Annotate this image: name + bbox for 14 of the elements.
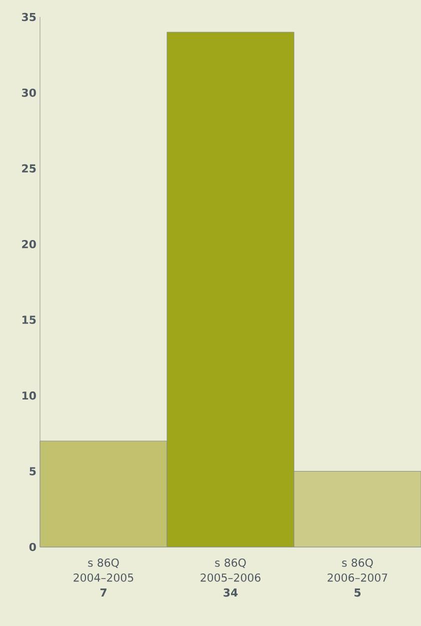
y-tick-label: 5 <box>30 467 36 476</box>
y-tick-label: 35 <box>22 12 36 22</box>
data-label: 7 <box>100 588 106 597</box>
y-tick-label: 15 <box>22 316 36 324</box>
x-tick-label: s 86Q 2005–2006 <box>200 558 260 582</box>
y-tick-label: 25 <box>22 164 36 173</box>
y-tick-label: 30 <box>22 88 36 97</box>
data-label: 34 <box>223 588 238 597</box>
data-label: 5 <box>354 588 360 597</box>
y-tick-label: 10 <box>22 391 36 400</box>
y-tick-label: 20 <box>22 240 36 248</box>
x-tick-label: s 86Q 2004–2005 <box>74 558 134 582</box>
y-tick-label: 0 <box>29 542 36 552</box>
x-tick-label: s 86Q 2006–2007 <box>328 558 388 582</box>
